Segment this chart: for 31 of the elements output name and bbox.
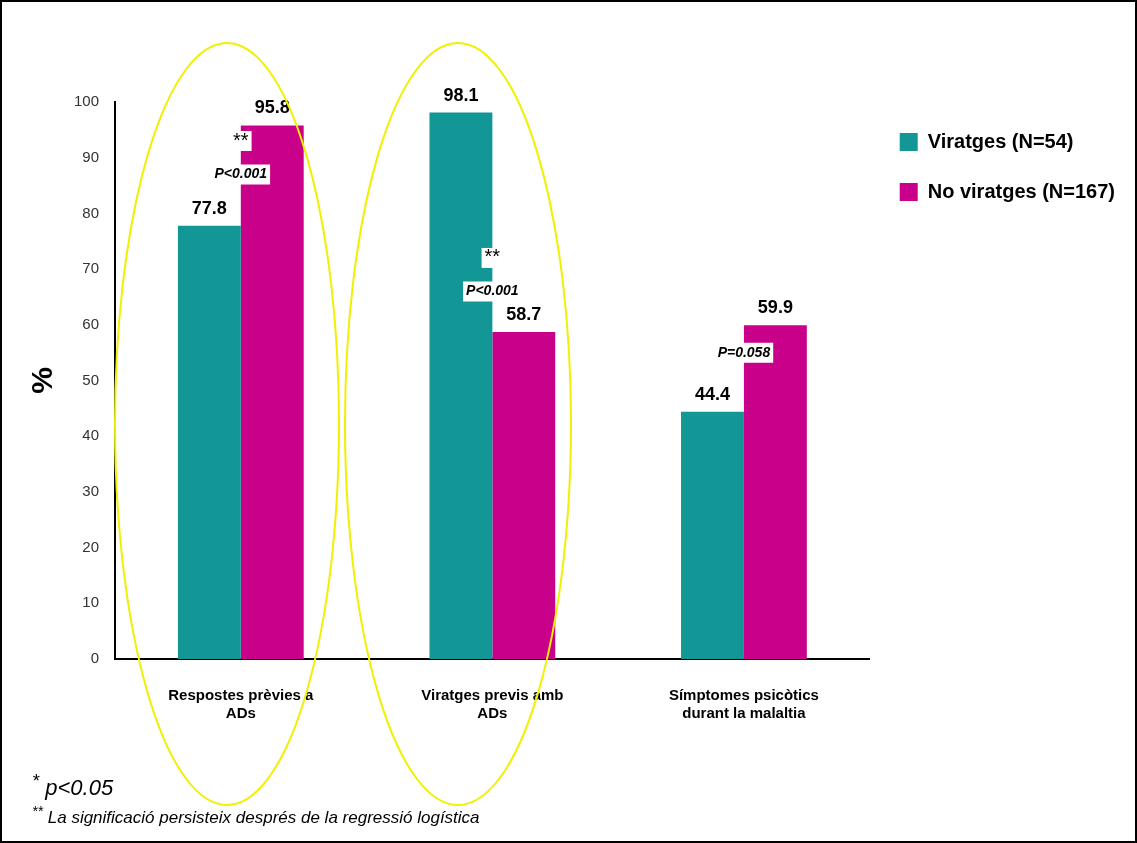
- legend-label: No viratges (N=167): [927, 179, 1115, 202]
- text: $^{*}$ p<0.05: [32, 770, 115, 802]
- x-tick-label: Símptomes psicòtics durant la malaltia: [668, 686, 819, 722]
- y-tick-label: 90: [82, 147, 100, 165]
- y-tick-label: 70: [82, 259, 100, 277]
- data-label: 59.9: [757, 297, 793, 318]
- annotation: **: [484, 245, 501, 268]
- annotation: P<0.001: [466, 282, 519, 299]
- bar: [177, 225, 241, 659]
- y-tick-label: 10: [82, 593, 100, 611]
- bar: [681, 411, 744, 659]
- y-tick-label: 30: [82, 482, 100, 500]
- y-tick-label: 40: [82, 426, 100, 444]
- data-label: 58.7: [506, 304, 542, 325]
- y-tick-label: 20: [82, 537, 100, 555]
- annotation: P=0.058: [717, 343, 771, 360]
- annotation: **: [233, 128, 249, 151]
- text: $^{**}$ La significació persisteix després de la regressió logística: [32, 803, 480, 828]
- data-label: 98.1: [443, 84, 479, 105]
- y-tick-label: 60: [82, 314, 100, 332]
- y-tick-label: 100: [74, 92, 100, 110]
- data-label: 44.4: [694, 383, 730, 404]
- data-label: 77.8: [191, 197, 227, 218]
- annotation: P<0.001: [214, 165, 268, 182]
- bar: [492, 332, 556, 659]
- y-tick-label: 0: [90, 649, 100, 667]
- y-tick-label: 80: [82, 203, 100, 221]
- legend-label: Viratges (N=54): [927, 129, 1074, 152]
- data-label: 95.8: [254, 97, 290, 118]
- y-axis-title: %: [25, 367, 59, 394]
- y-tick-label: 50: [82, 370, 100, 388]
